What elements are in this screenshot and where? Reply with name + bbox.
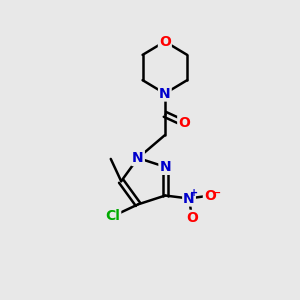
Text: N: N (159, 160, 171, 174)
Text: O: O (178, 116, 190, 130)
Text: O: O (204, 188, 216, 203)
Text: N: N (159, 86, 171, 100)
Text: O: O (186, 211, 198, 225)
Text: Cl: Cl (105, 209, 120, 223)
Text: O: O (159, 34, 171, 49)
Text: −: − (212, 188, 221, 198)
Text: N: N (132, 151, 144, 165)
Text: +: + (190, 188, 198, 198)
Text: N: N (183, 191, 195, 206)
